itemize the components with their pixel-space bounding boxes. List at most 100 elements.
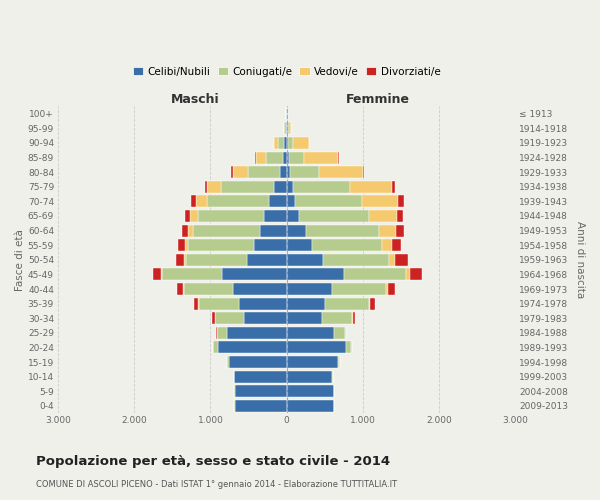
Bar (191, 196, 196, 207)
Bar (284, 122, 286, 134)
Bar (176, 254, 184, 266)
Bar (244, 312, 287, 324)
Bar (325, 298, 369, 310)
Legend: Celibi/Nubili, Coniugati/e, Vedovi/e, Divorziati/e: Celibi/Nubili, Coniugati/e, Vedovi/e, Di… (128, 62, 445, 81)
Bar (290, 166, 319, 178)
Bar (214, 342, 218, 353)
Text: Maschi: Maschi (171, 94, 220, 106)
Bar (254, 239, 287, 251)
Bar (386, 283, 388, 295)
Bar (176, 283, 182, 295)
Bar (232, 166, 233, 178)
Bar (305, 224, 379, 236)
Bar (198, 298, 199, 310)
Bar (392, 239, 401, 251)
Bar (218, 342, 287, 353)
Bar (206, 196, 269, 207)
Bar (235, 386, 287, 398)
Bar (278, 137, 284, 149)
Bar (161, 268, 163, 280)
Bar (362, 166, 364, 178)
Bar (287, 268, 344, 280)
Bar (227, 327, 287, 339)
Bar (286, 122, 287, 134)
Bar (235, 400, 287, 412)
Bar (205, 181, 208, 192)
Bar (288, 137, 293, 149)
Bar (227, 356, 229, 368)
Bar (269, 196, 287, 207)
Bar (379, 224, 396, 236)
Bar (295, 196, 362, 207)
Bar (287, 386, 334, 398)
Bar (212, 312, 215, 324)
Bar (287, 152, 289, 164)
Bar (287, 327, 334, 339)
Bar (216, 327, 217, 339)
Bar (198, 210, 265, 222)
Text: Femmine: Femmine (346, 94, 410, 106)
Bar (395, 254, 407, 266)
Bar (274, 137, 278, 149)
Bar (193, 224, 260, 236)
Bar (234, 370, 287, 382)
Bar (311, 239, 382, 251)
Bar (388, 283, 395, 295)
Bar (221, 181, 274, 192)
Bar (188, 239, 254, 251)
Bar (260, 224, 287, 236)
Bar (265, 210, 287, 222)
Bar (304, 152, 338, 164)
Bar (222, 268, 287, 280)
Bar (397, 210, 403, 222)
Bar (287, 181, 293, 192)
Bar (406, 268, 410, 280)
Bar (283, 152, 287, 164)
Bar (152, 268, 161, 280)
Bar (332, 283, 386, 295)
Bar (382, 239, 392, 251)
Bar (199, 298, 239, 310)
Text: Popolazione per età, sesso e stato civile - 2014: Popolazione per età, sesso e stato civil… (36, 455, 390, 468)
Y-axis label: Anni di nascita: Anni di nascita (575, 221, 585, 298)
Bar (287, 122, 289, 134)
Bar (287, 166, 290, 178)
Bar (287, 312, 322, 324)
Y-axis label: Fasce di età: Fasce di età (15, 229, 25, 290)
Bar (287, 239, 311, 251)
Bar (248, 166, 280, 178)
Bar (274, 181, 287, 192)
Text: COMUNE DI ASCOLI PICENO - Dati ISTAT 1° gennaio 2014 - Elaborazione TUTTITALIA.I: COMUNE DI ASCOLI PICENO - Dati ISTAT 1° … (36, 480, 397, 489)
Bar (182, 224, 188, 236)
Bar (186, 254, 247, 266)
Bar (233, 283, 287, 295)
Bar (353, 312, 355, 324)
Bar (182, 283, 184, 295)
Bar (215, 312, 244, 324)
Bar (196, 196, 206, 207)
Bar (287, 298, 325, 310)
Bar (190, 210, 198, 222)
Bar (389, 254, 395, 266)
Bar (239, 298, 287, 310)
Bar (184, 254, 186, 266)
Bar (229, 356, 287, 368)
Bar (266, 152, 283, 164)
Bar (352, 312, 353, 324)
Bar (398, 196, 404, 207)
Bar (322, 312, 352, 324)
Bar (287, 400, 334, 412)
Bar (287, 283, 332, 295)
Bar (323, 254, 389, 266)
Bar (346, 342, 351, 353)
Bar (287, 196, 295, 207)
Bar (287, 137, 288, 149)
Bar (247, 254, 287, 266)
Bar (217, 327, 227, 339)
Bar (370, 298, 375, 310)
Bar (289, 152, 304, 164)
Bar (178, 239, 185, 251)
Bar (392, 181, 395, 192)
Bar (369, 298, 370, 310)
Bar (319, 166, 362, 178)
